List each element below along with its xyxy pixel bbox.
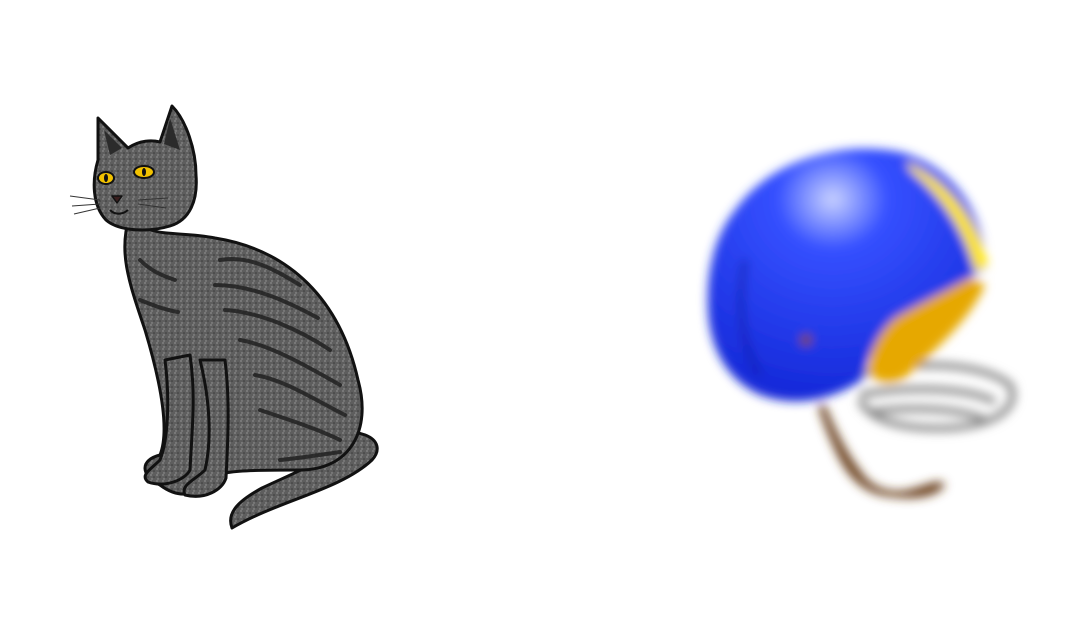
cat-front-leg-right: [182, 358, 230, 498]
cat-nose: [111, 195, 123, 204]
cat-ear-left: [104, 130, 122, 155]
cat-whiskers: [69, 195, 169, 215]
cat-pupil-right: [142, 168, 146, 176]
helmet-shell: [707, 148, 985, 402]
cat-front-leg-left: [143, 353, 195, 486]
cat-stripes: [138, 257, 347, 462]
helmet-facemask: [848, 361, 1016, 432]
football-helmet-illustration: [707, 148, 1016, 498]
helmet-chinstrap: [818, 405, 945, 498]
cat-pupil-left: [104, 174, 108, 182]
cat-ear-right: [164, 118, 180, 150]
helmet-rim: [738, 259, 763, 377]
cat-illustration: [69, 104, 379, 530]
helmet-stripe: [905, 162, 988, 272]
helmet-ear-hole: [800, 334, 812, 346]
cat-mouth: [109, 209, 129, 215]
